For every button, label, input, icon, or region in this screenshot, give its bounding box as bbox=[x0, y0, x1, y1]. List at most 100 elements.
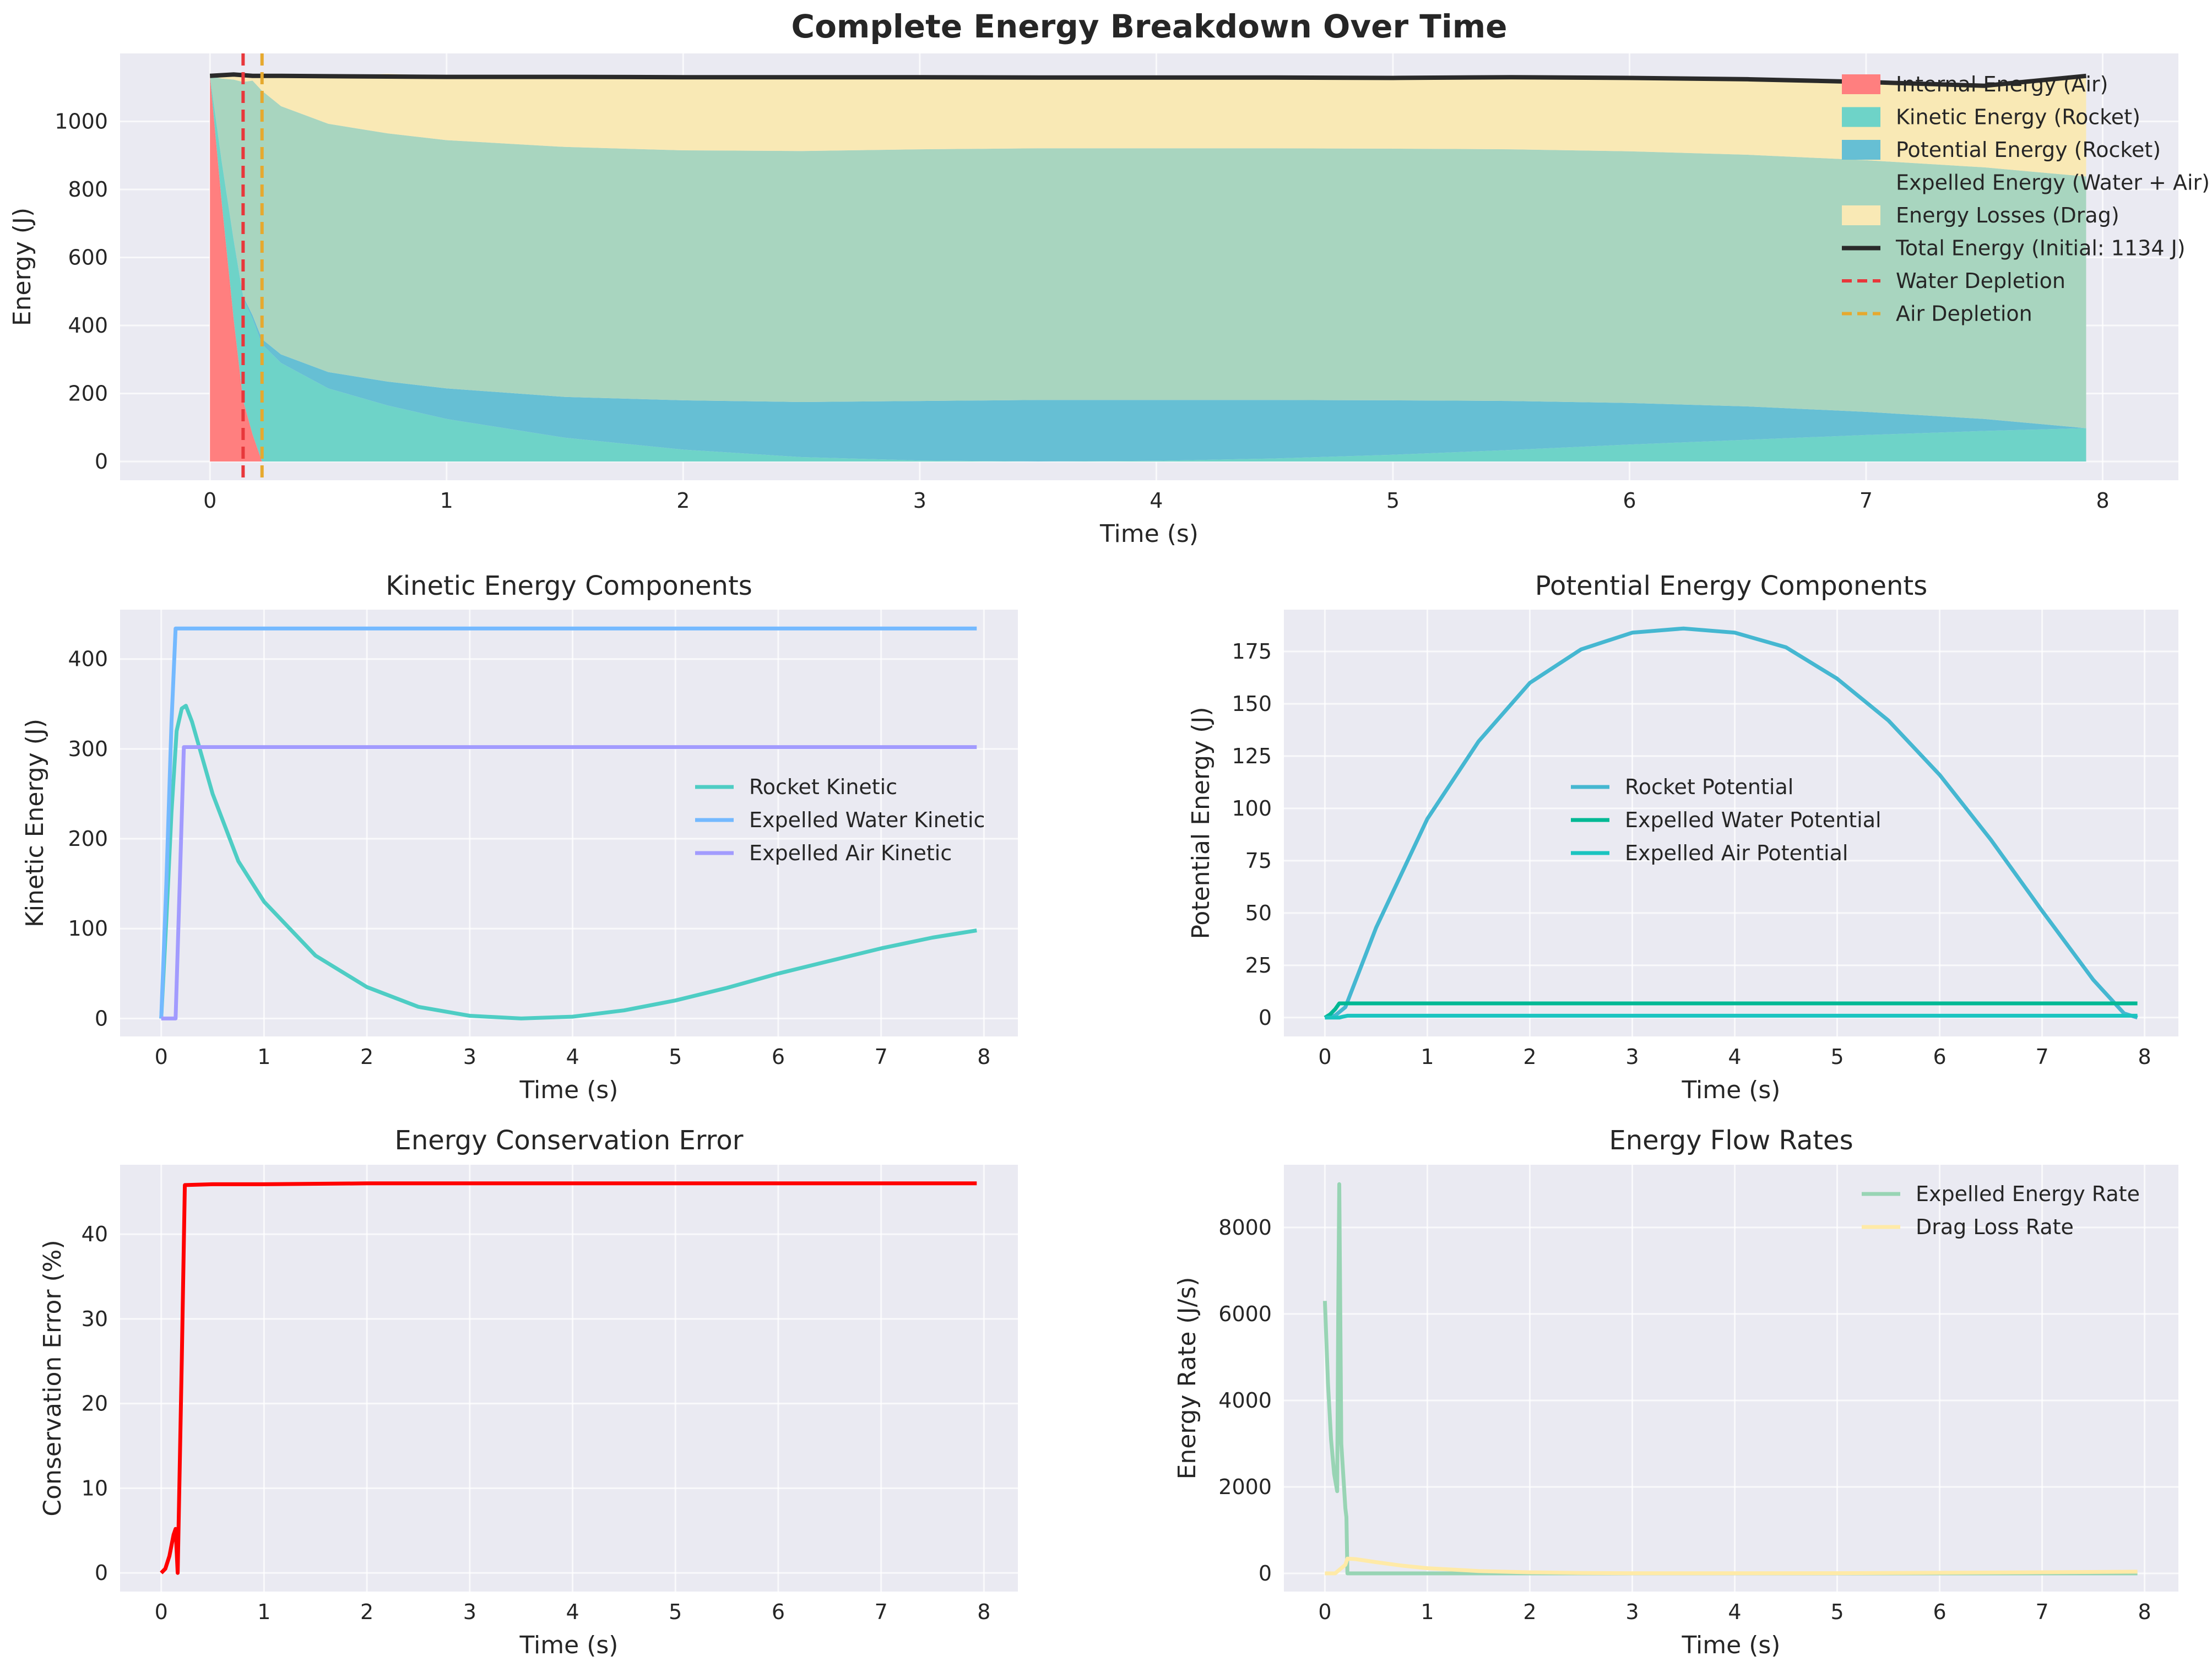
legend-entry: Expelled Energy (Water + Air) bbox=[1896, 171, 2210, 195]
x-tick-label: 3 bbox=[1625, 1600, 1639, 1624]
chart-conservation: 0 1 2 3 4 5 6 7 8 0 10 20 30 40 Energy Conservation Er… bbox=[39, 1125, 1018, 1659]
y-tick-label: 25 bbox=[1245, 953, 1272, 978]
x-axis-label: Time (s) bbox=[1682, 1076, 1781, 1104]
x-tick-label: 6 bbox=[1623, 488, 1636, 513]
area-expelled-energy-water-air bbox=[210, 75, 2086, 428]
chart-energy-breakdown: 0 1 2 3 4 5 6 7 8 0 200 400 600 800 1000 Complete Energ… bbox=[8, 8, 2210, 548]
x-tick-label: 2 bbox=[1523, 1045, 1536, 1069]
x-axis-label: Time (s) bbox=[519, 1631, 619, 1659]
line-rocket-potential bbox=[1324, 626, 2138, 1020]
legend-swatch bbox=[1842, 140, 1880, 160]
y-tick-label: 75 bbox=[1245, 849, 1272, 873]
x-tick-label: 6 bbox=[772, 1045, 785, 1069]
y-tick-label: 20 bbox=[82, 1392, 108, 1416]
y-tick-label: 125 bbox=[1232, 744, 1272, 768]
legend-entry: Potential Energy (Rocket) bbox=[1896, 138, 2161, 162]
y-tick-label: 0 bbox=[1259, 1561, 1272, 1585]
line-series bbox=[160, 1181, 977, 1575]
y-tick-label: 600 bbox=[68, 246, 108, 270]
x-tick-label: 7 bbox=[2035, 1600, 2048, 1624]
x-tick-label: 0 bbox=[203, 488, 216, 513]
area-kinetic-energy-rocket bbox=[210, 75, 2086, 462]
y-tick-label: 1000 bbox=[55, 110, 108, 134]
legend: Expelled Energy Rate Drag Loss Rate bbox=[1862, 1182, 2140, 1239]
area-energy-losses-drag bbox=[210, 74, 2086, 177]
y-tick-label: 40 bbox=[82, 1222, 108, 1246]
y-tick-label: 0 bbox=[95, 1006, 108, 1030]
x-tick-label: 2 bbox=[1523, 1600, 1536, 1624]
legend-entry: Rocket Kinetic bbox=[749, 775, 897, 799]
x-axis-label: Time (s) bbox=[1682, 1631, 1781, 1659]
line-expelled-air-potential bbox=[1325, 1013, 2138, 1020]
y-axis-label: Potential Energy (J) bbox=[1187, 707, 1215, 939]
x-tick-label: 1 bbox=[440, 488, 453, 513]
y-tick-label: 4000 bbox=[1218, 1388, 1272, 1413]
y-tick-label: 150 bbox=[1232, 692, 1272, 716]
chart-title: Energy Conservation Error bbox=[395, 1125, 744, 1156]
x-tick-label: 2 bbox=[676, 488, 690, 513]
legend-entry: Water Depletion bbox=[1896, 269, 2065, 293]
x-tick-label: 3 bbox=[913, 488, 926, 513]
legend-entry: Air Depletion bbox=[1896, 302, 2032, 326]
legend-entry: Expelled Air Potential bbox=[1625, 841, 1848, 865]
chart-flow-rates: 0 1 2 3 4 5 6 7 8 0 2000 4000 6000 8000 Energy Flow Ra… bbox=[1173, 1125, 2178, 1659]
x-tick-label: 3 bbox=[463, 1045, 476, 1069]
x-tick-label: 8 bbox=[2096, 488, 2109, 513]
y-tick-label: 800 bbox=[68, 177, 108, 202]
legend-swatch bbox=[1842, 74, 1880, 94]
y-tick-label: 2000 bbox=[1218, 1475, 1272, 1499]
x-tick-label: 2 bbox=[360, 1600, 373, 1624]
y-tick-label: 200 bbox=[68, 382, 108, 406]
legend-entry: Expelled Water Kinetic bbox=[749, 808, 985, 832]
legend: Internal Energy (Air) Kinetic Energy (Roc… bbox=[1842, 72, 2210, 326]
y-tick-label: 0 bbox=[1259, 1006, 1272, 1030]
x-tick-label: 3 bbox=[463, 1600, 476, 1624]
legend-swatch bbox=[1842, 107, 1880, 127]
x-axis-label: Time (s) bbox=[519, 1076, 619, 1104]
x-tick-label: 4 bbox=[1728, 1600, 1741, 1624]
y-axis-label: Energy (J) bbox=[8, 208, 36, 326]
x-tick-label: 4 bbox=[1150, 488, 1163, 513]
chart-kinetic: 0 1 2 3 4 5 6 7 8 0 100 200 300 400 Kinetic Energy Com… bbox=[21, 571, 1018, 1104]
x-tick-label: 1 bbox=[257, 1045, 270, 1069]
chart-title: Energy Flow Rates bbox=[1609, 1125, 1853, 1156]
x-axis-label: Time (s) bbox=[1099, 520, 1199, 548]
y-tick-label: 400 bbox=[68, 647, 108, 671]
legend-entry: Energy Losses (Drag) bbox=[1896, 203, 2119, 227]
legend-entry: Expelled Air Kinetic bbox=[749, 841, 952, 865]
line-rocket-kinetic bbox=[159, 704, 977, 1020]
x-tick-label: 1 bbox=[1421, 1600, 1434, 1624]
x-tick-label: 5 bbox=[669, 1600, 682, 1624]
legend-entry: Kinetic Energy (Rocket) bbox=[1896, 105, 2140, 129]
y-tick-label: 100 bbox=[1232, 796, 1272, 821]
chart-potential: 0 1 2 3 4 5 6 7 8 0 25 50 75 100 125 150 175 Potential En… bbox=[1187, 571, 2178, 1104]
x-tick-label: 5 bbox=[669, 1045, 682, 1069]
x-tick-label: 0 bbox=[155, 1045, 168, 1069]
x-tick-label: 8 bbox=[977, 1600, 990, 1624]
y-axis-label: Energy Rate (J/s) bbox=[1173, 1277, 1201, 1480]
y-tick-label: 400 bbox=[68, 313, 108, 338]
legend: Rocket Potential Expelled Water Potential… bbox=[1571, 775, 1882, 865]
chart-title: Potential Energy Components bbox=[1535, 571, 1928, 601]
x-tick-label: 7 bbox=[2035, 1045, 2048, 1069]
x-tick-label: 4 bbox=[566, 1600, 579, 1624]
x-tick-label: 5 bbox=[1830, 1600, 1844, 1624]
y-tick-label: 0 bbox=[95, 449, 108, 474]
line-expelled-water-potential bbox=[1324, 1001, 2138, 1019]
legend-swatch bbox=[1842, 205, 1880, 225]
x-tick-label: 7 bbox=[1859, 488, 1873, 513]
y-tick-label: 100 bbox=[68, 916, 108, 941]
y-tick-label: 30 bbox=[82, 1307, 108, 1331]
plot-area bbox=[120, 610, 1018, 1036]
legend: Rocket Kinetic Expelled Water Kinetic Expe… bbox=[695, 775, 985, 865]
legend-entry: Internal Energy (Air) bbox=[1896, 72, 2108, 96]
y-axis-label: Conservation Error (%) bbox=[39, 1240, 67, 1516]
x-tick-label: 1 bbox=[1421, 1045, 1434, 1069]
line-total-energy bbox=[209, 72, 2086, 88]
legend-entry: Expelled Energy Rate bbox=[1916, 1182, 2140, 1206]
area-potential-energy-rocket bbox=[210, 75, 2086, 462]
legend-swatch bbox=[1842, 172, 1880, 193]
x-tick-label: 5 bbox=[1830, 1045, 1844, 1069]
y-tick-label: 6000 bbox=[1218, 1302, 1272, 1326]
